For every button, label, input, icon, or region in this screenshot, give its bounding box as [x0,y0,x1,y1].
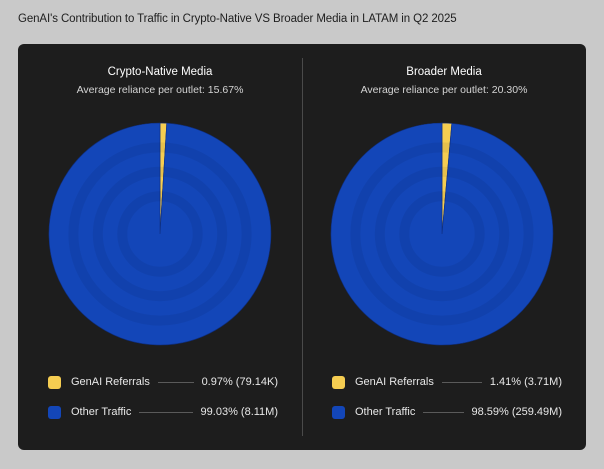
legend-swatch-genai [48,375,61,389]
subtitle-label: Average reliance per outlet: [360,84,489,96]
legend-item-genai: GenAI Referrals 1.41% (3.71M) [332,374,562,390]
legend-value: 1.41% (3.71M) [489,376,562,388]
legend-item-other: Other Traffic 99.03% (8.11M) [48,404,278,420]
pie-subtitle: Average reliance per outlet: 20.30% [302,84,586,96]
pie-slice-other-traffic [330,122,554,346]
legend-value: 0.97% (79.14K) [201,376,278,388]
pie-shading-ring [92,166,228,302]
pie-title: Crypto-Native Media [107,66,213,78]
panel-divider [302,58,303,436]
legend-label: Other Traffic [355,406,416,418]
subtitle-value: 20.30% [491,84,528,96]
subtitle-value: 15.67% [207,84,244,96]
pie-shading-ring [117,191,203,277]
pie-shading-ring [399,191,485,277]
pie-title: Broader Media [406,66,482,78]
legend-item-genai: GenAI Referrals 0.97% (79.14K) [48,374,278,390]
legend-value: 99.03% (8.11M) [200,406,278,418]
legend-swatch-other [48,405,61,419]
legend-label: GenAI Referrals [355,376,434,388]
legend-leader-line [423,411,464,413]
legend-item-other: Other Traffic 98.59% (259.49M) [332,404,562,420]
subtitle-label: Average reliance per outlet: [76,84,205,96]
pie-slice-other-traffic [48,122,272,346]
legend-swatch-genai [332,375,345,389]
broader-media-pie [330,122,554,346]
legend-swatch-other [332,405,345,419]
legend-label: GenAI Referrals [71,376,150,388]
pie-shading-ring [68,142,252,326]
legend-label: Other Traffic [71,406,132,418]
chart-title: GenAI's Contribution to Traffic in Crypt… [18,13,457,25]
legend-leader-line [157,381,194,383]
pie-subtitle: Average reliance per outlet: 15.67% [18,84,302,96]
pie-shading-ring [350,142,534,326]
crypto-native-panel: Crypto-Native Media Average reliance per… [18,44,302,450]
broader-media-panel: Broader Media Average reliance per outle… [302,44,586,450]
legend-leader-line [441,381,482,383]
crypto-native-pie [48,122,272,346]
pie-shading-ring [374,166,510,302]
chart-card: Crypto-Native Media Average reliance per… [18,44,586,450]
legend-leader-line [139,411,193,413]
legend-value: 98.59% (259.49M) [471,406,563,418]
